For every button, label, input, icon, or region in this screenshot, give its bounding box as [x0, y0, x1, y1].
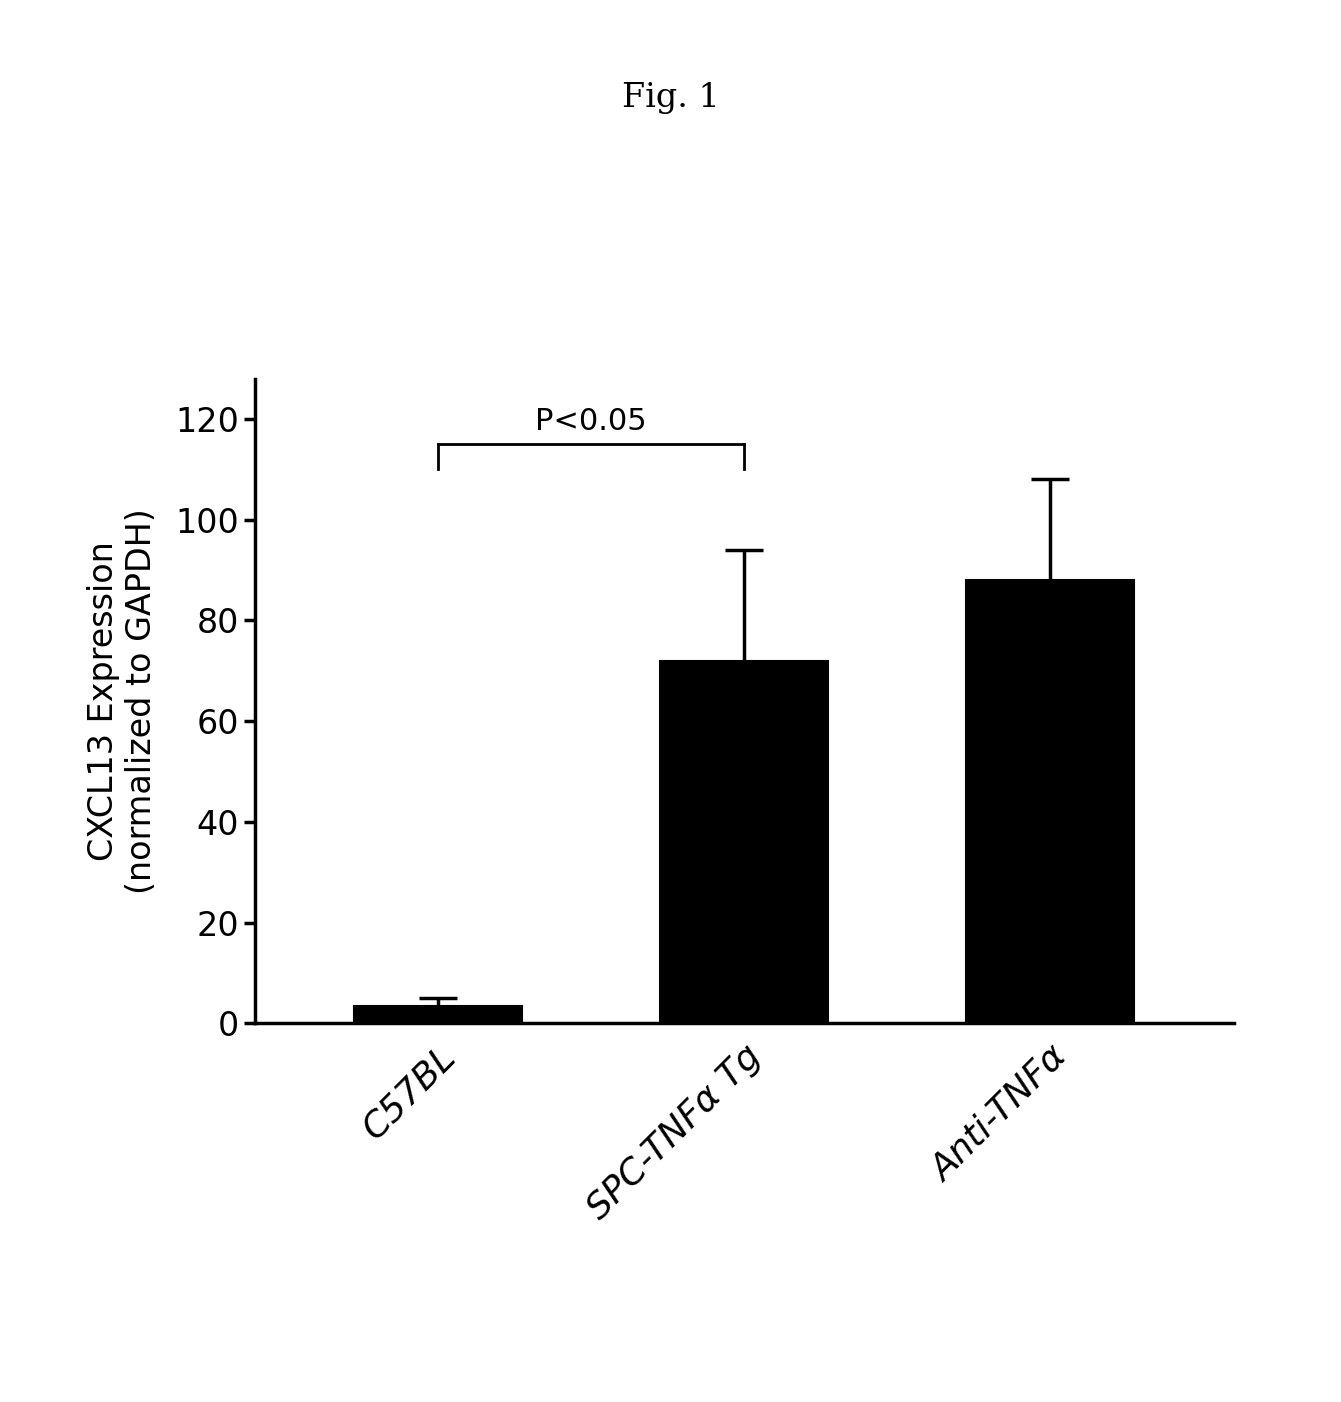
Y-axis label: CXCL13 Expression
(normalized to GAPDH): CXCL13 Expression (normalized to GAPDH) — [87, 508, 158, 894]
Text: P<0.05: P<0.05 — [535, 408, 648, 436]
Bar — [966, 580, 1134, 1023]
Bar — [660, 660, 829, 1023]
Text: Fig. 1: Fig. 1 — [622, 83, 719, 114]
Bar — [354, 1005, 523, 1023]
